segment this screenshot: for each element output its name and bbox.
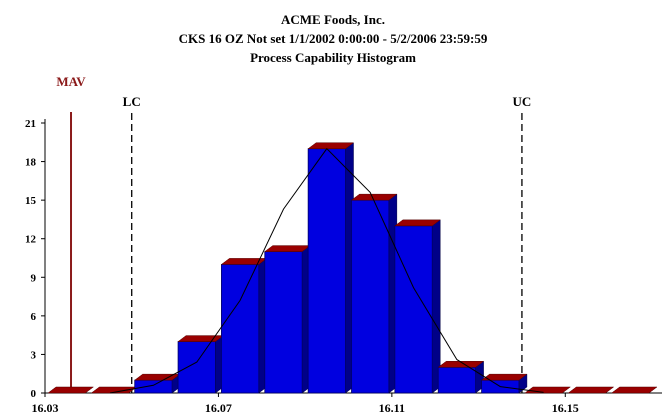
histogram-bar — [394, 225, 433, 394]
y-tick-label: 18 — [25, 157, 37, 169]
bar-top — [47, 386, 95, 394]
bar-top — [567, 386, 615, 394]
bar-top — [307, 142, 355, 149]
y-tick-label: 12 — [25, 234, 37, 246]
limit-label-uc: UC — [513, 94, 532, 109]
y-tick-label: 15 — [25, 195, 37, 207]
histogram-bar — [177, 341, 216, 394]
bar-top — [264, 245, 311, 252]
histogram-bar — [264, 251, 303, 394]
y-tick-label: 6 — [31, 311, 37, 323]
bar-top — [610, 386, 658, 394]
normal-curve — [109, 147, 544, 394]
y-tick-label: 9 — [31, 272, 37, 284]
y-tick-label: 21 — [25, 118, 36, 130]
x-tick-label: 16.11 — [379, 401, 405, 415]
x-tick-label: 16.07 — [205, 401, 232, 415]
histogram-bar — [221, 264, 260, 394]
histogram-bar — [134, 379, 173, 394]
histogram-bar — [307, 148, 346, 394]
chart-subtitle: CKS 16 OZ Not set 1/1/2002 0:00:00 - 5/2… — [178, 31, 488, 46]
x-tick-label: 16.15 — [552, 401, 579, 415]
bar-top — [480, 373, 528, 381]
limit-label-lc: LC — [123, 94, 141, 109]
bar-top — [177, 335, 225, 342]
y-tick-label: 0 — [31, 388, 37, 400]
bar-top — [350, 193, 398, 201]
bar-top — [524, 386, 572, 394]
limit-label-mav: MAV — [56, 74, 86, 89]
chart-title: ACME Foods, Inc. — [280, 12, 385, 27]
x-tick-label: 16.03 — [32, 401, 59, 415]
bar-top — [394, 219, 441, 227]
chart-subtitle-2: Process Capability Histogram — [250, 50, 416, 65]
histogram-bar — [437, 366, 476, 394]
histogram-bar — [351, 199, 390, 394]
bar-top — [437, 361, 485, 368]
y-tick-label: 3 — [31, 349, 37, 361]
